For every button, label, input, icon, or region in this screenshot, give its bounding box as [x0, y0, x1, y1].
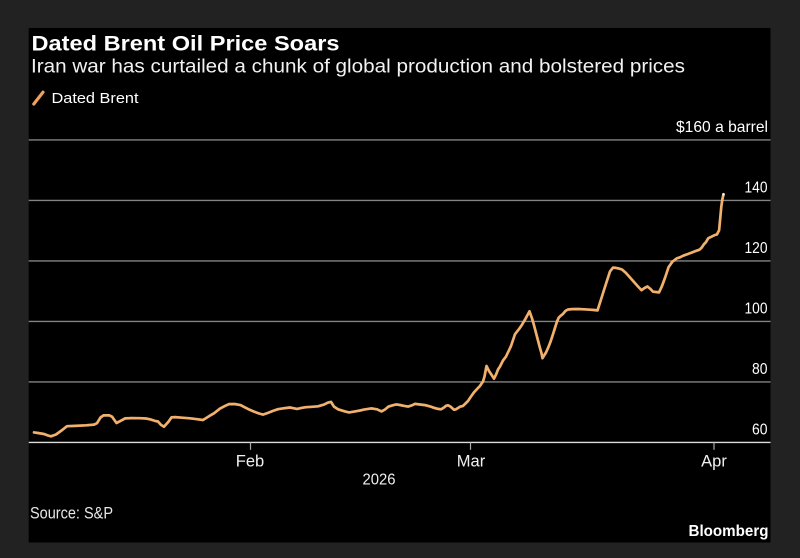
svg-text:Feb: Feb [236, 453, 264, 471]
svg-text:120: 120 [745, 240, 768, 257]
svg-text:Source: S&P: Source: S&P [30, 505, 113, 523]
svg-text:Iran war has curtailed a chunk: Iran war has curtailed a chunk of global… [31, 56, 685, 78]
svg-text:140: 140 [745, 179, 768, 196]
svg-text:100: 100 [745, 300, 768, 317]
svg-text:Dated Brent: Dated Brent [52, 90, 140, 107]
svg-text:$160 a barrel: $160 a barrel [676, 119, 768, 136]
svg-text:2026: 2026 [363, 472, 396, 489]
svg-text:Bloomberg: Bloomberg [689, 523, 769, 540]
svg-text:Dated Brent Oil Price Soars: Dated Brent Oil Price Soars [32, 33, 340, 56]
svg-text:60: 60 [752, 421, 768, 438]
svg-text:Apr: Apr [701, 453, 727, 471]
svg-text:80: 80 [752, 361, 768, 378]
svg-text:Mar: Mar [457, 453, 486, 471]
